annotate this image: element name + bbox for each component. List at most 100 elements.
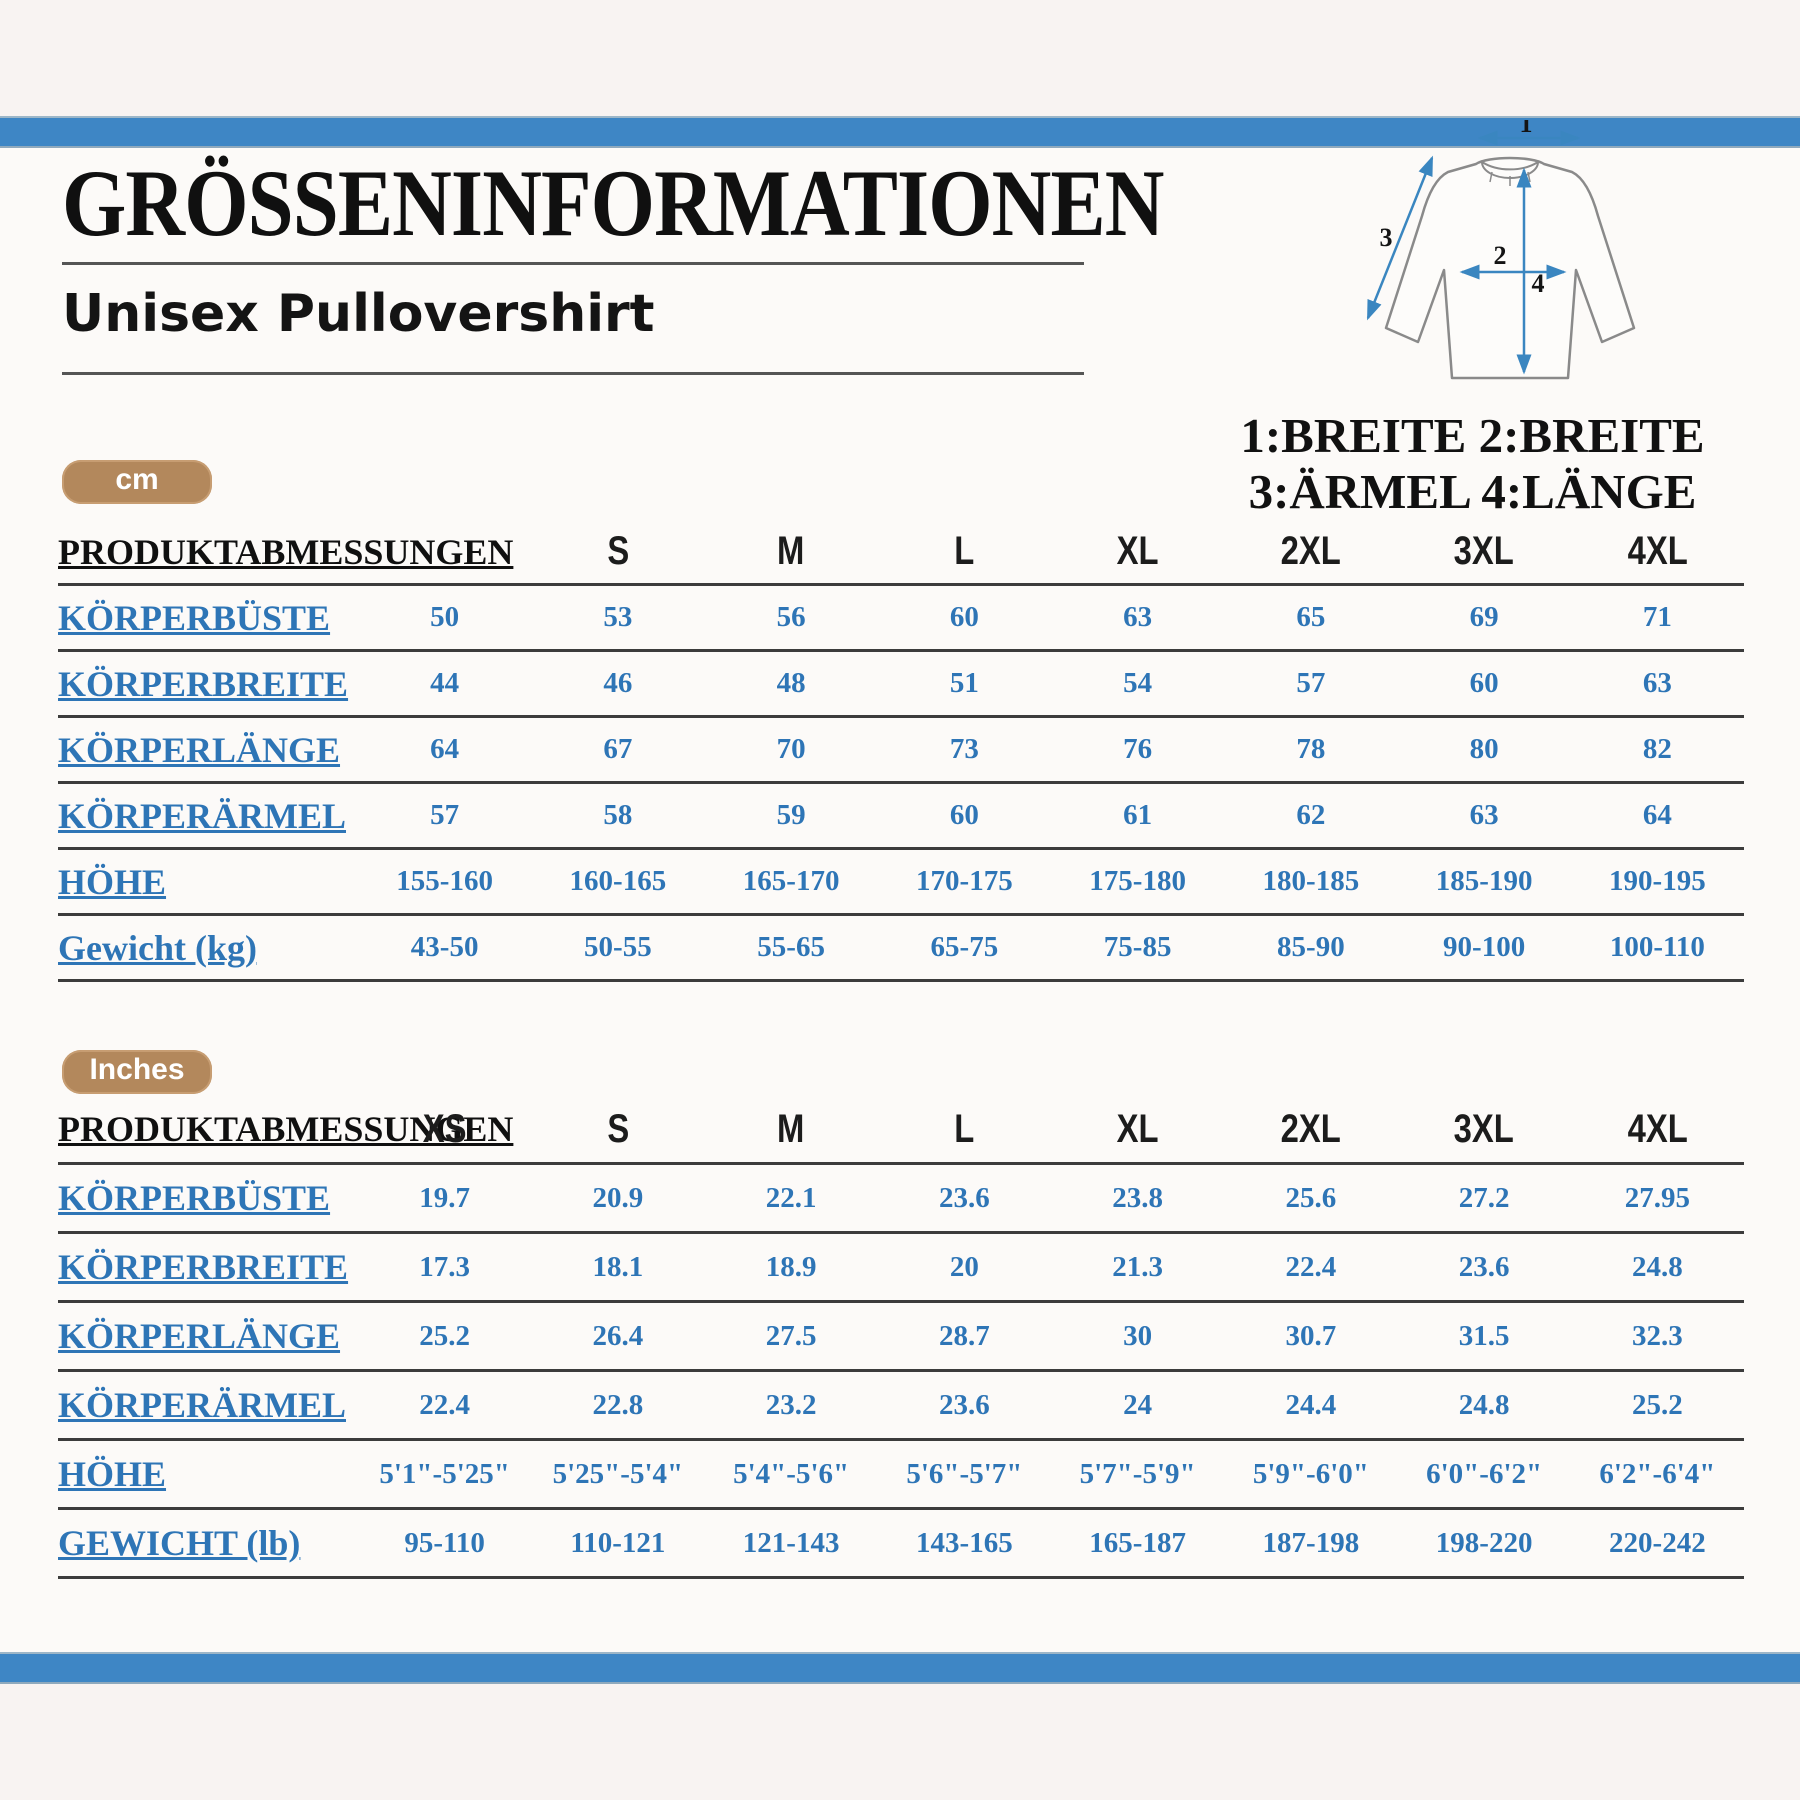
measurement-label: HÖHE [58,861,167,902]
table-row: HÖHE 155-160 160-165 165-170 170-175 175-180 1… [58,850,1744,916]
measurement-value: 21.3 [1112,1250,1163,1283]
cm-size-table: PRODUKTABMESSUNGEN S M L XL 2XL 3XL 4XL KÖRPERBÜ… [58,520,1744,982]
measurement-value: 56 [776,601,806,633]
table-row: Gewicht (kg) 43-50 50-55 55-65 65-75 75-85 85-… [58,916,1744,982]
measurement-value: 32.3 [1632,1319,1683,1352]
measurement-value: 19.7 [419,1181,470,1214]
measurement-label: KÖRPERÄRMEL [58,1385,346,1425]
measurement-value: 61 [1123,799,1153,831]
measurement-value: 143-165 [916,1526,1013,1559]
measurement-value: 170-175 [916,865,1013,897]
size-column-header: 4XL [1627,529,1688,573]
table-row: KÖRPERÄRMEL 57 58 59 60 61 62 63 64 [58,784,1744,850]
measurement-value: 180-185 [1262,865,1360,897]
measurement-value: 24.8 [1632,1250,1683,1283]
measurement-value: 62 [1296,799,1326,831]
marker-3: 3 [1380,223,1393,252]
measurement-value: 65-75 [930,931,999,963]
measurement-value: 23.6 [939,1388,990,1421]
measurement-value: 27.2 [1458,1181,1510,1214]
bottom-accent-bar [0,1652,1800,1684]
measurement-value: 60 [949,601,979,633]
measurement-value: 80 [1469,733,1499,765]
measurement-value: 71 [1642,601,1672,633]
measurement-value: 60 [949,799,979,831]
measurement-value: 5'4"-5'6" [733,1457,850,1490]
measurement-label: HÖHE [58,1454,167,1494]
measurement-value: 63 [1469,799,1499,831]
measurement-value: 18.1 [592,1250,644,1283]
measurement-value: 6'2"-6'4" [1599,1457,1716,1490]
measurement-value: 57 [430,799,460,831]
size-column-header: 2XL [1280,1106,1341,1151]
marker-4: 4 [1532,269,1545,298]
measurement-value: 46 [603,667,633,699]
measurement-value: 31.5 [1458,1319,1510,1352]
subtitle-divider [62,372,1084,375]
measurement-value: 63 [1642,667,1672,699]
content-panel [0,146,1800,1652]
measurement-value: 69 [1469,601,1499,633]
measurement-value: 5'9"-6'0" [1252,1457,1369,1490]
size-column-header: M [777,529,805,573]
measurement-value: 28.7 [939,1319,990,1352]
measurement-label: KÖRPERBREITE [58,663,349,704]
table-row: KÖRPERLÄNGE 25.2 26.4 27.5 28.7 30 30.7 31.5 32.… [58,1303,1744,1372]
measurement-value: 25.2 [1632,1388,1683,1421]
measurement-value: 23.6 [1458,1250,1510,1283]
measurement-value: 78 [1296,733,1326,765]
measurement-value: 30.7 [1285,1319,1337,1352]
measurement-value: 160-165 [569,865,667,897]
measurement-value: 63 [1123,601,1153,633]
measurement-value: 24.8 [1458,1388,1510,1421]
title-divider [62,262,1084,265]
measurement-value: 95-110 [404,1526,485,1559]
measurement-value: 82 [1642,733,1672,765]
measurement-value: 23.2 [765,1388,817,1421]
legend-line-2: 3:ÄRMEL 4:LÄNGE [1248,463,1697,519]
measurement-value: 155-160 [396,865,493,897]
measurement-value: 20 [949,1250,979,1283]
size-column-header: 3XL [1454,529,1515,573]
size-column-header: L [954,529,975,573]
measurement-value: 187-198 [1262,1526,1360,1559]
measurement-label: KÖRPERBÜSTE [58,1178,331,1218]
measurement-value: 110-121 [570,1526,666,1559]
page-subtitle: Unisex Pullovershirt [62,284,655,344]
measurement-value: 17.3 [419,1250,470,1283]
measurement-value: 24 [1123,1388,1153,1421]
measurement-value: 165-187 [1089,1526,1186,1559]
measurement-value: 26.4 [592,1319,644,1352]
size-column-header: 4XL [1627,1106,1688,1151]
dimensions-header: PRODUKTABMESSUNGEN [58,1109,514,1149]
measurement-value: 25.2 [419,1319,470,1352]
measurement-label: Gewicht (kg) [58,927,257,968]
measurement-label: KÖRPERBREITE [58,1247,349,1287]
measurement-value: 43-50 [410,931,479,963]
unit-badge-inches: Inches [62,1050,212,1094]
measurement-value: 57 [1296,667,1326,699]
measurement-label: KÖRPERBÜSTE [58,597,331,638]
measurement-value: 5'1"-5'25" [379,1457,510,1490]
measurement-value: 175-180 [1089,865,1186,897]
measurement-value: 65 [1296,601,1326,633]
diagram-legend: 1:BREITE 2:BREITE 3:ÄRMEL 4:LÄNGE [1150,408,1795,520]
measurement-value: 6'0"-6'2" [1426,1457,1543,1490]
measurement-value: 198-220 [1435,1526,1533,1559]
measurement-label: KÖRPERLÄNGE [58,1316,341,1356]
size-column-header: XL [1116,529,1159,573]
measurement-value: 185-190 [1435,865,1533,897]
measurement-value: 67 [603,733,633,765]
measurement-value: 30 [1123,1319,1153,1352]
size-column-header: M [777,1106,805,1151]
measurement-value: 50 [430,601,460,633]
measurement-value: 165-170 [742,865,840,897]
dimensions-header: PRODUKTABMESSUNGEN [58,531,514,572]
measurement-value: 5'25"-5'4" [552,1457,684,1490]
measurement-value: 70 [776,733,806,765]
measurement-value: 22.4 [419,1388,470,1421]
measurement-value: 23.6 [939,1181,990,1214]
shirt-outline [1384,156,1636,380]
table-row: KÖRPERBREITE 17.3 18.1 18.9 20 21.3 22.4 23.6 24… [58,1234,1744,1303]
marker-2: 2 [1494,241,1507,270]
